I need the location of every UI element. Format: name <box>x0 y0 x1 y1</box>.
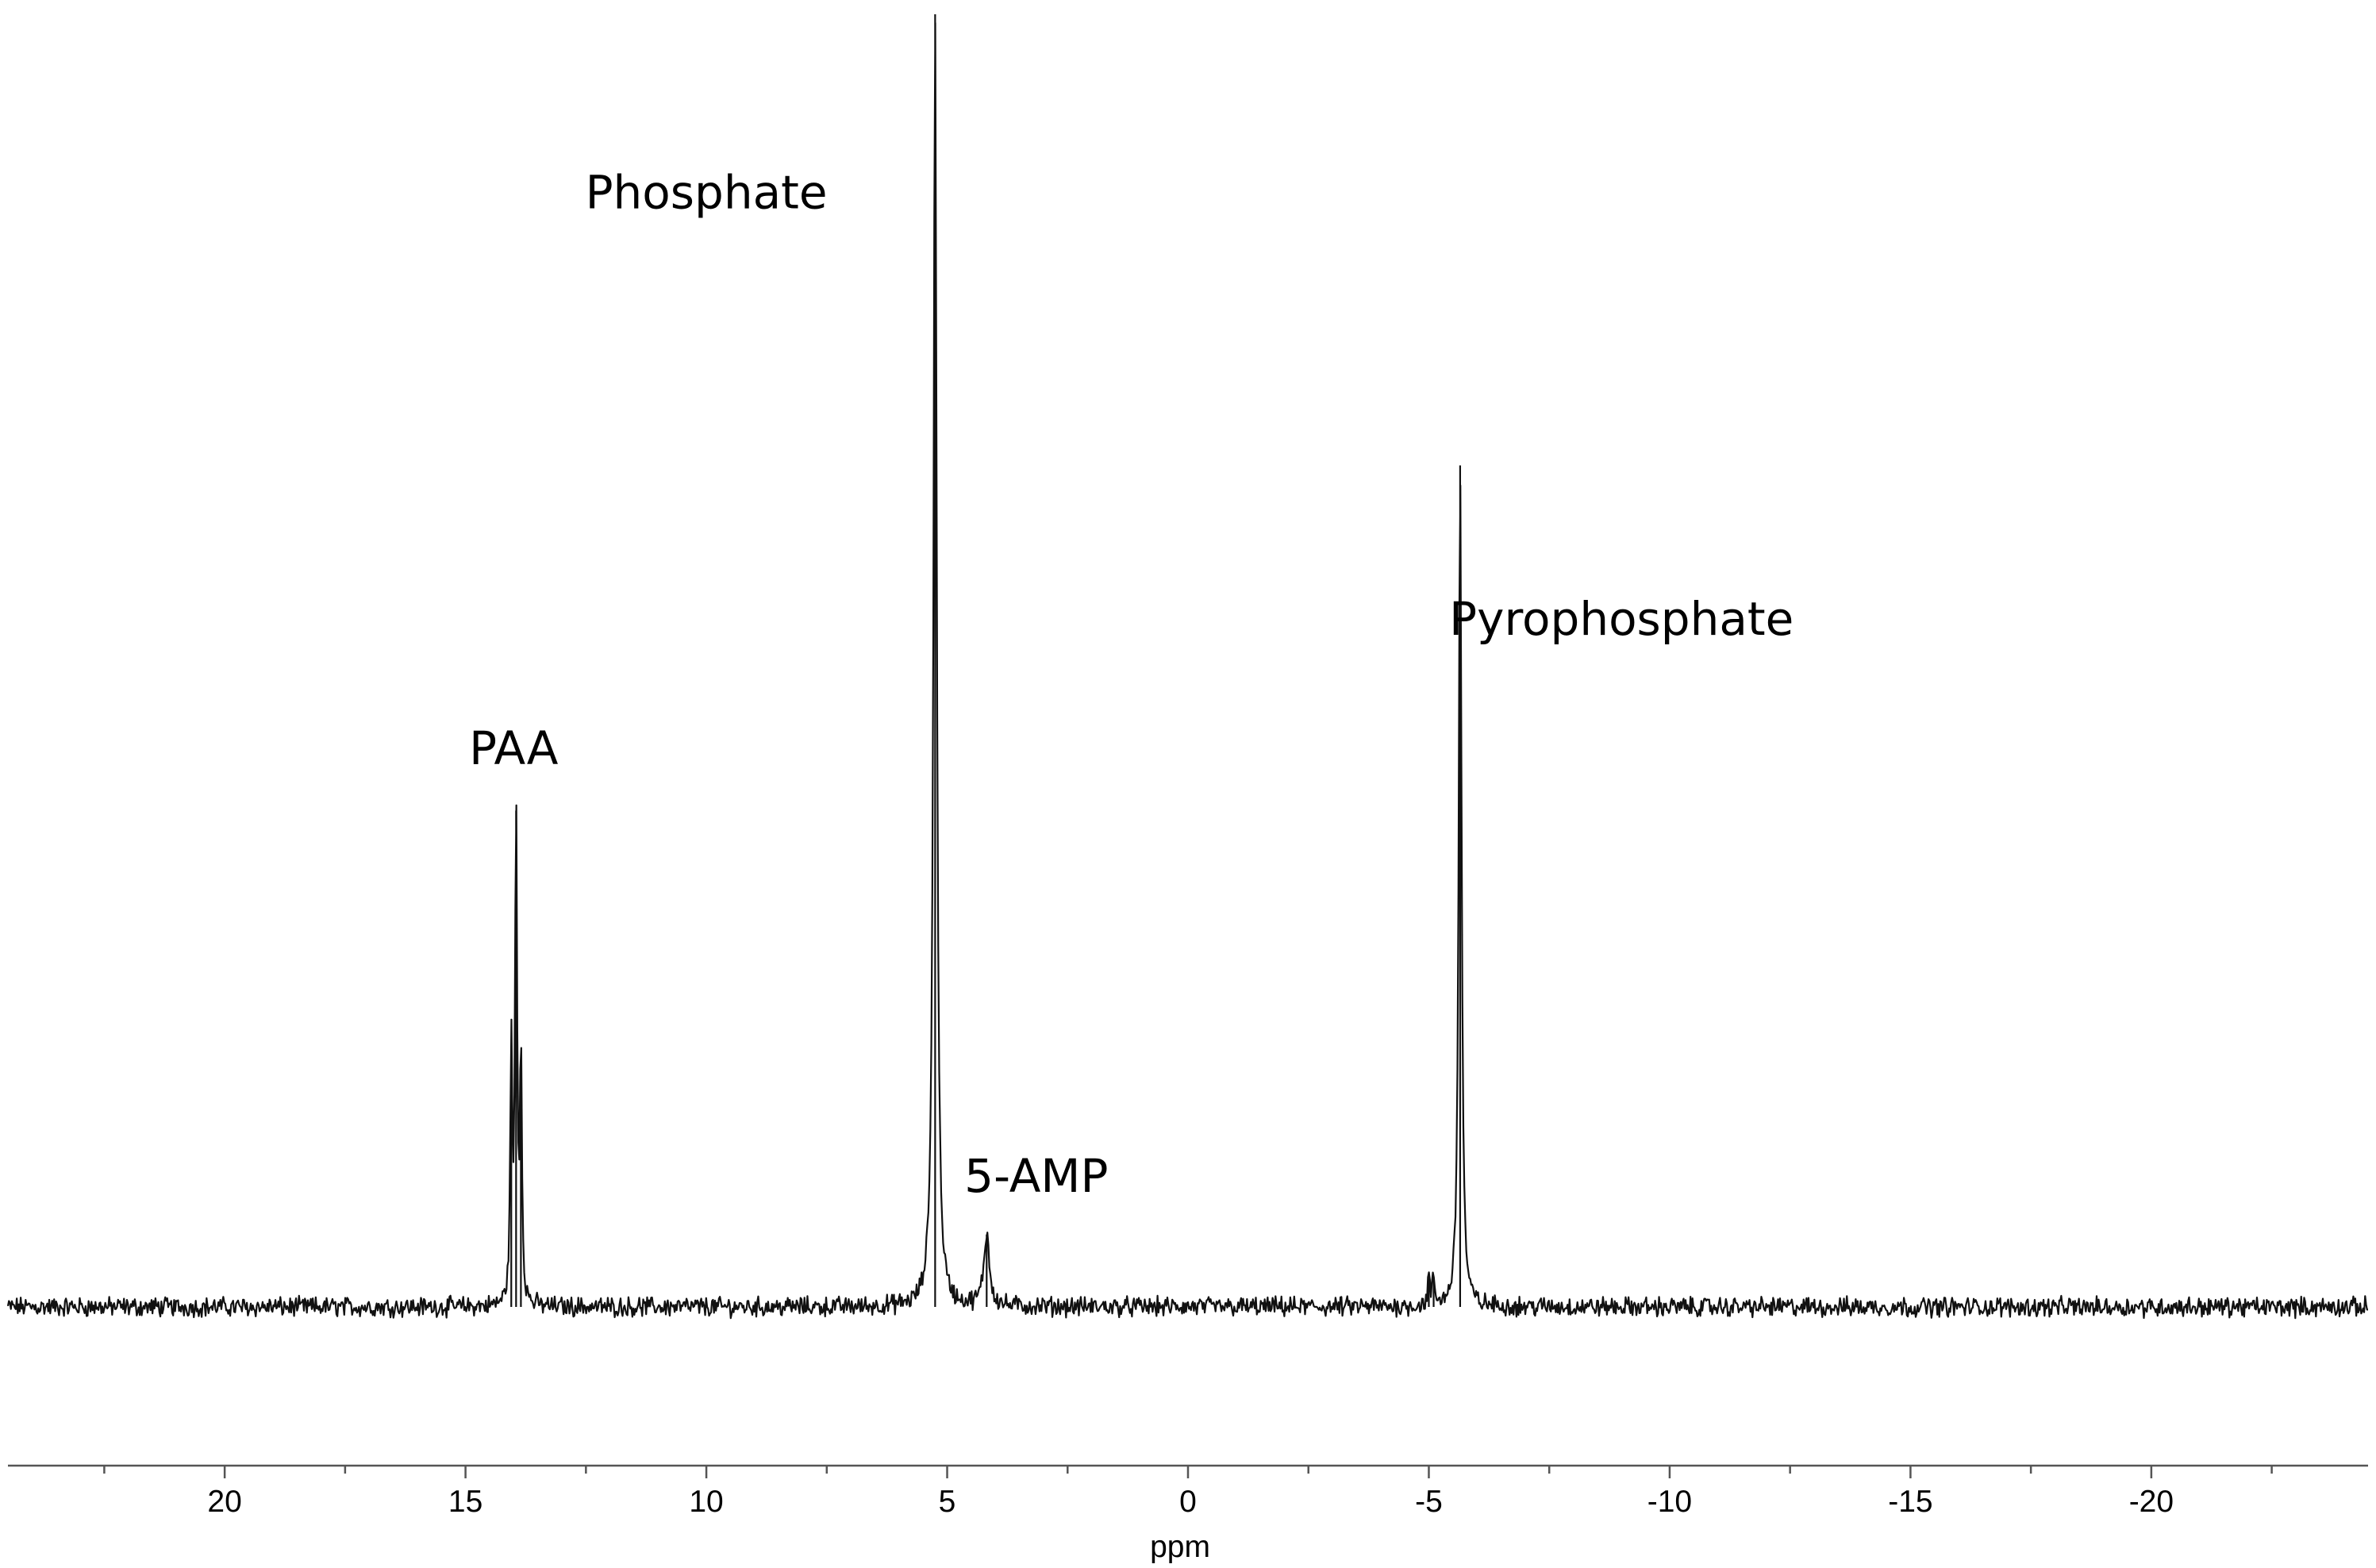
peak-annotation: Pyrophosphate <box>1449 592 1794 646</box>
x-axis-label: ppm <box>1150 1530 1210 1564</box>
x-tick-label: -20 <box>2129 1485 2174 1519</box>
x-axis-ticks <box>103 1466 2273 1478</box>
x-tick-label: -10 <box>1647 1485 1692 1519</box>
x-axis: 20 15 10 5 0 -5 -10 -15 -20 ppm <box>8 1464 2368 1564</box>
x-tick-label: 15 <box>448 1485 483 1519</box>
x-tick-label: 10 <box>689 1485 723 1519</box>
x-tick-label: -15 <box>1888 1485 1932 1519</box>
plot-area <box>6 14 2369 1320</box>
spectrum-line <box>6 14 2369 1320</box>
x-tick-label: -5 <box>1415 1485 1443 1519</box>
x-tick-label: 0 <box>1179 1485 1197 1519</box>
peak-annotation: 5-AMP <box>964 1149 1108 1203</box>
x-tick-label: 5 <box>939 1485 956 1519</box>
peak-annotation: PAA <box>469 721 559 775</box>
x-tick-label: 20 <box>207 1485 241 1519</box>
peak-annotations: PAA Phosphate 5-AMP Pyrophosphate <box>469 165 1794 1203</box>
peak-annotation: Phosphate <box>586 165 828 219</box>
x-axis-tick-labels: 20 15 10 5 0 -5 -10 -15 -20 <box>207 1485 2174 1519</box>
